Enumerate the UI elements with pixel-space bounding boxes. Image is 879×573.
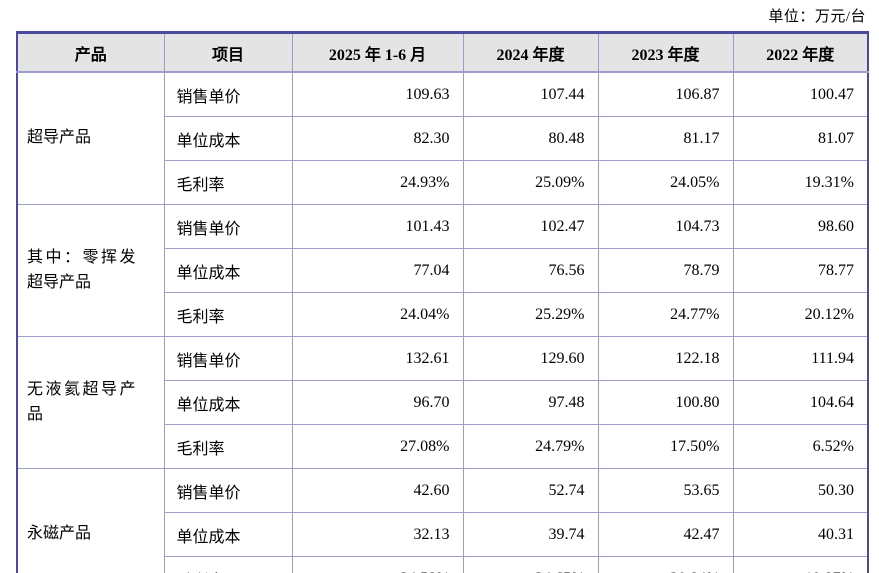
table-row: 单位成本 32.13 39.74 42.47 40.31 xyxy=(17,512,869,557)
value-cell: 111.94 xyxy=(732,336,869,381)
value-cell: 50.30 xyxy=(732,468,869,513)
item-cell: 销售单价 xyxy=(163,71,293,117)
value-cell: 39.74 xyxy=(462,512,599,557)
item-cell: 销售单价 xyxy=(163,336,293,381)
value-cell: 32.13 xyxy=(291,512,464,557)
value-cell: 100.80 xyxy=(597,380,734,425)
value-cell: 19.31% xyxy=(732,160,869,205)
item-cell: 毛利率 xyxy=(163,424,293,469)
table-row: 超导产品 销售单价 109.63 107.44 106.87 100.47 xyxy=(16,71,869,205)
table-row: 单位成本 82.30 80.48 81.17 81.07 xyxy=(17,116,869,161)
value-cell: 76.56 xyxy=(462,248,599,293)
value-cell: 25.29% xyxy=(462,292,599,337)
header-2022: 2022 年度 xyxy=(732,32,869,73)
value-cell: 77.04 xyxy=(291,248,464,293)
item-cell: 单位成本 xyxy=(163,512,293,557)
value-cell: 122.18 xyxy=(597,336,734,381)
header-row: 产品 项目 2025 年 1-6 月 2024 年度 2023 年度 2022 … xyxy=(16,32,869,73)
value-cell: 97.48 xyxy=(462,380,599,425)
value-cell: 17.50% xyxy=(597,424,734,469)
item-cell: 销售单价 xyxy=(163,468,293,513)
header-product: 产品 xyxy=(16,32,165,73)
header-2025-h1: 2025 年 1-6 月 xyxy=(291,32,464,73)
table-body: 超导产品 销售单价 109.63 107.44 106.87 100.47 单位… xyxy=(16,71,869,573)
item-cell: 单位成本 xyxy=(163,248,293,293)
value-cell: 19.87% xyxy=(732,556,869,573)
product-cell: 永磁产品 xyxy=(16,468,165,573)
value-cell: 24.79% xyxy=(462,424,599,469)
item-cell: 单位成本 xyxy=(163,116,293,161)
value-cell: 24.04% xyxy=(291,292,464,337)
value-cell: 78.77 xyxy=(732,248,869,293)
table-row: 毛利率 27.08% 24.79% 17.50% 6.52% xyxy=(17,424,869,469)
table-row: 其中：零挥发超导产品 销售单价 101.43 102.47 104.73 98.… xyxy=(16,204,869,337)
value-cell: 80.48 xyxy=(462,116,599,161)
table-row: 毛利率 24.04% 25.29% 24.77% 20.12% xyxy=(17,292,869,337)
value-cell: 106.87 xyxy=(597,71,734,117)
table-row: 单位成本 77.04 76.56 78.79 78.77 xyxy=(17,248,869,293)
unit-label: 单位：万元/台 xyxy=(768,9,866,25)
header-item: 项目 xyxy=(163,32,293,73)
value-cell: 24.93% xyxy=(291,160,464,205)
value-cell: 109.63 xyxy=(291,71,464,117)
value-cell: 24.58% xyxy=(291,556,464,573)
table-row: 永磁产品 销售单价 42.60 52.74 53.65 50.30 xyxy=(16,468,869,573)
value-cell: 82.30 xyxy=(291,116,464,161)
value-cell: 132.61 xyxy=(291,336,464,381)
value-cell: 24.05% xyxy=(597,160,734,205)
value-cell: 24.65% xyxy=(462,556,599,573)
item-cell: 单位成本 xyxy=(163,380,293,425)
value-cell: 40.31 xyxy=(732,512,869,557)
product-cell: 超导产品 xyxy=(16,71,165,205)
value-cell: 96.70 xyxy=(291,380,464,425)
value-cell: 52.74 xyxy=(462,468,599,513)
item-cell: 毛利率 xyxy=(163,292,293,337)
product-cell: 其中：零挥发超导产品 xyxy=(16,204,165,337)
value-cell: 107.44 xyxy=(462,71,599,117)
value-cell: 24.77% xyxy=(597,292,734,337)
value-cell: 104.73 xyxy=(597,204,734,249)
value-cell: 6.52% xyxy=(732,424,869,469)
table-row: 毛利率 24.58% 24.65% 20.84% 19.87% xyxy=(17,556,869,573)
value-cell: 101.43 xyxy=(291,204,464,249)
value-cell: 42.47 xyxy=(597,512,734,557)
value-cell: 104.64 xyxy=(732,380,869,425)
value-cell: 81.17 xyxy=(597,116,734,161)
item-cell: 销售单价 xyxy=(163,204,293,249)
value-cell: 20.84% xyxy=(597,556,734,573)
value-cell: 102.47 xyxy=(462,204,599,249)
product-cell: 无液氦超导产品 xyxy=(16,336,165,469)
product-price-table: 产品 项目 2025 年 1-6 月 2024 年度 2023 年度 2022 … xyxy=(16,31,869,573)
value-cell: 98.60 xyxy=(732,204,869,249)
value-cell: 129.60 xyxy=(462,336,599,381)
item-cell: 毛利率 xyxy=(163,160,293,205)
value-cell: 25.09% xyxy=(462,160,599,205)
header-2023: 2023 年度 xyxy=(597,32,734,73)
table-row: 无液氦超导产品 销售单价 132.61 129.60 122.18 111.94 xyxy=(16,336,869,469)
table-header: 产品 项目 2025 年 1-6 月 2024 年度 2023 年度 2022 … xyxy=(16,32,869,73)
item-cell: 毛利率 xyxy=(163,556,293,573)
header-2024: 2024 年度 xyxy=(462,32,599,73)
value-cell: 100.47 xyxy=(732,71,869,117)
value-cell: 81.07 xyxy=(732,116,869,161)
value-cell: 27.08% xyxy=(291,424,464,469)
table-row: 毛利率 24.93% 25.09% 24.05% 19.31% xyxy=(17,160,869,205)
table-row: 单位成本 96.70 97.48 100.80 104.64 xyxy=(17,380,869,425)
value-cell: 53.65 xyxy=(597,468,734,513)
value-cell: 20.12% xyxy=(732,292,869,337)
value-cell: 42.60 xyxy=(291,468,464,513)
value-cell: 78.79 xyxy=(597,248,734,293)
